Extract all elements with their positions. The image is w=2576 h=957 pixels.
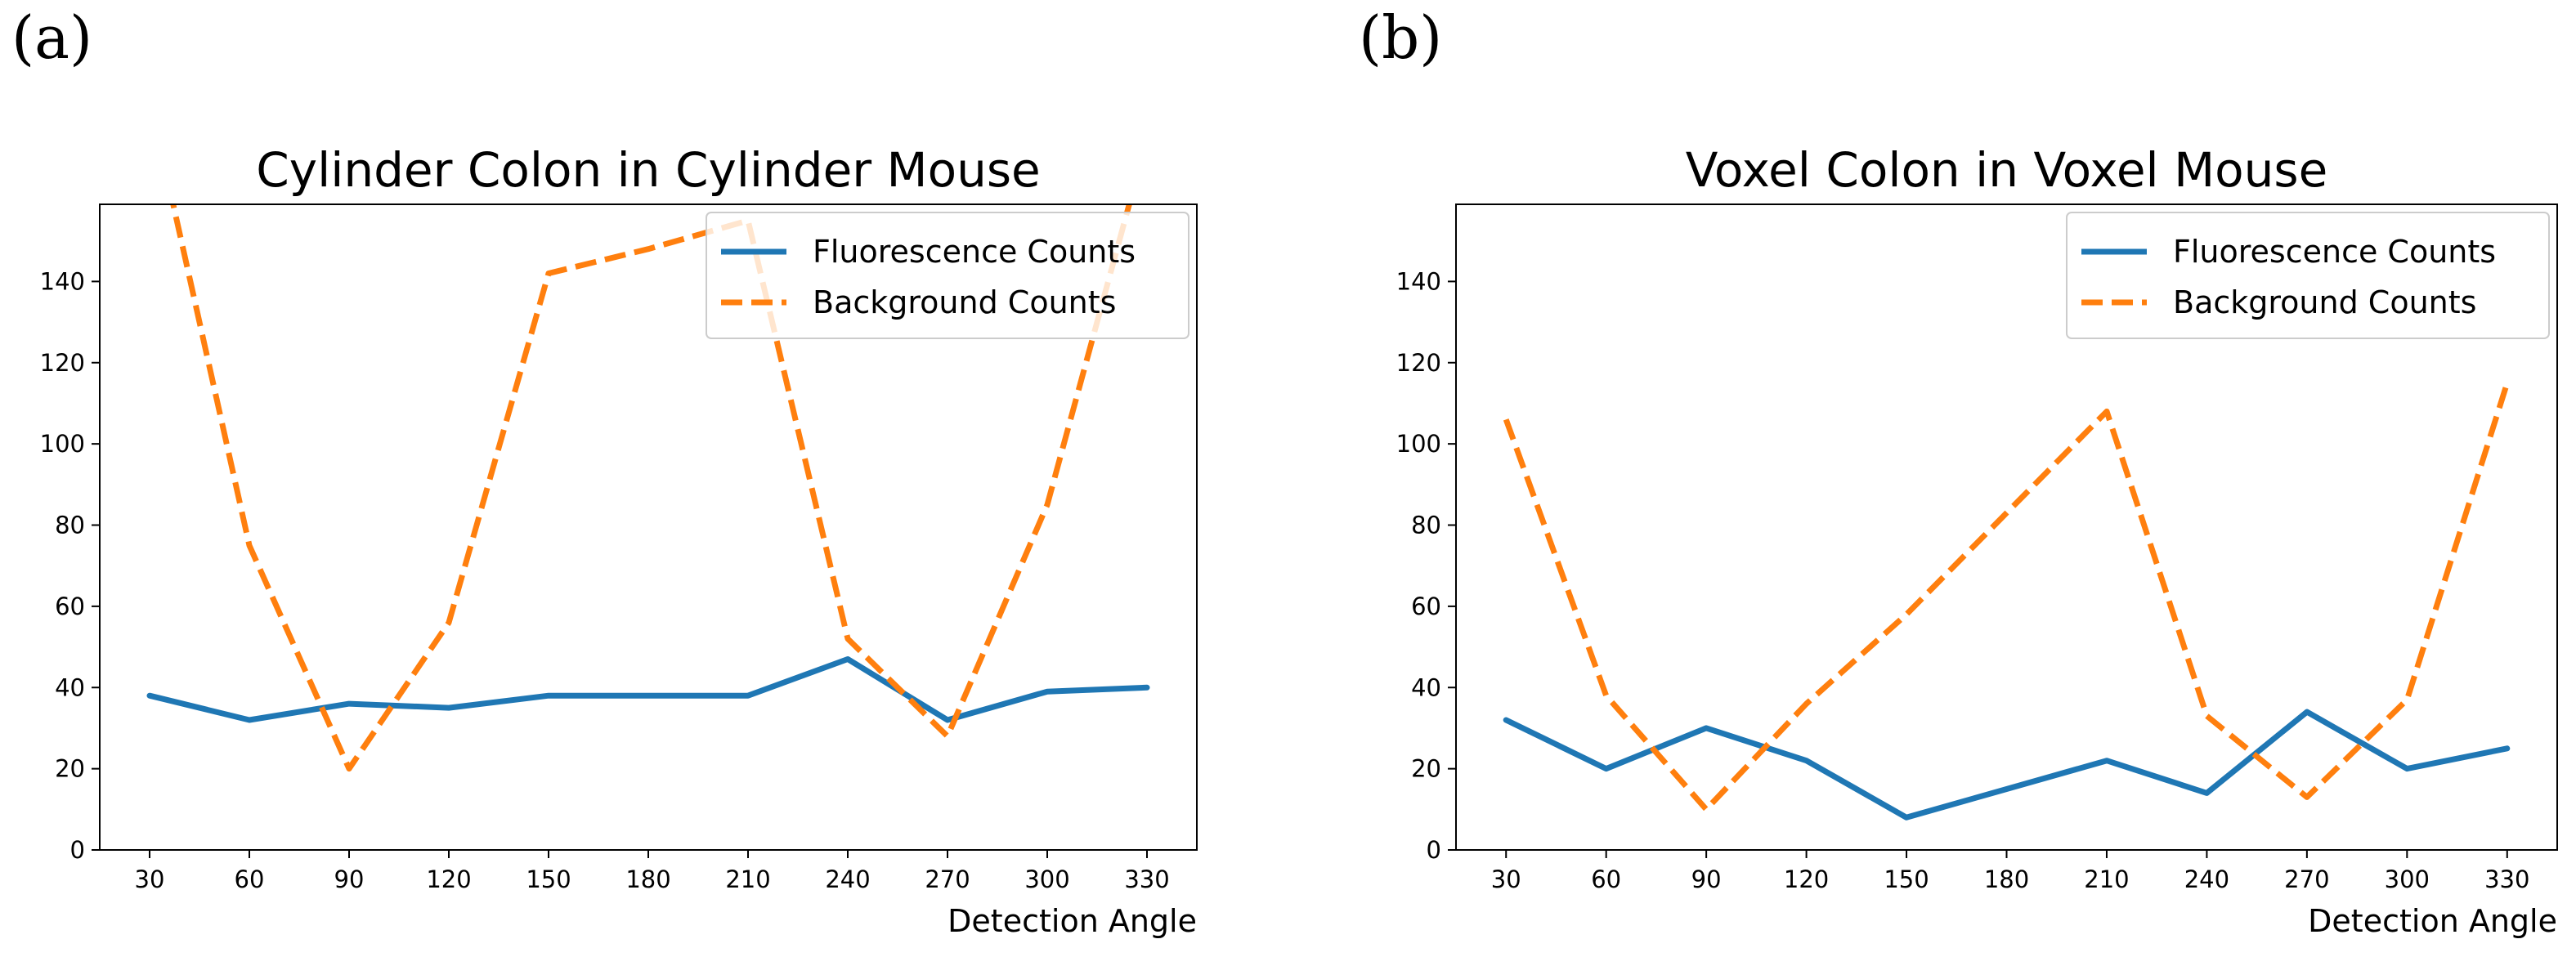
legend-box [706,212,1189,339]
y-tick-label: 80 [55,512,85,539]
x-tick-label: 330 [1124,865,1169,893]
y-tick-label: 100 [1396,430,1441,458]
x-tick-label: 120 [1784,865,1829,893]
y-tick-label: 20 [55,755,85,783]
y-tick-label: 120 [1396,349,1441,377]
x-tick-label: 120 [426,865,471,893]
x-tick-label: 210 [725,865,770,893]
y-tick-label: 60 [55,593,85,620]
x-tick-label: 180 [625,865,670,893]
x-tick-label: 150 [1884,865,1929,893]
chart-2: Voxel Colon in Voxel Mouse 30 60 90 120 150 18… [1396,142,2558,939]
y-tick-label: 100 [40,430,85,458]
y-tick-label: 0 [70,836,85,864]
chart-title: Cylinder Colon in Cylinder Mouse [256,142,1040,198]
legend-label: Background Counts [813,284,1116,320]
legend: Fluorescence Counts Background Counts [706,212,1189,339]
series-line-background [1503,382,2511,812]
series-line-fluorescence [146,656,1150,723]
series-group [146,204,1150,772]
x-tick-label: 270 [925,865,970,893]
x-tick-label: 330 [2484,865,2529,893]
y-tick-label: 140 [40,267,85,295]
y-tick-label: 40 [55,673,85,701]
x-tick-label: 300 [2385,865,2430,893]
series-line-fluorescence [1503,709,2511,821]
legend: Fluorescence Counts Background Counts [2066,212,2550,339]
x-tick-label: 180 [1984,865,2029,893]
y-tick-label: 140 [1396,267,1441,295]
x-tick-label: 240 [825,865,870,893]
panel-label-a: (a) [11,3,93,72]
series-group [1503,382,2511,821]
y-tick-label: 0 [1427,836,1441,864]
x-tick-label: 300 [1024,865,1069,893]
x-tick-label: 240 [2184,865,2229,893]
x-axis-label: Detection Angle [948,903,1197,939]
legend-box [2066,212,2550,339]
x-tick-label: 90 [334,865,365,893]
chart-1: Cylinder Colon in Cylinder Mouse 30 60 90 12… [40,142,1198,939]
y-tick-label: 80 [1411,512,1441,539]
x-tick-label: 60 [1591,865,1621,893]
x-tick-label: 150 [526,865,571,893]
x-tick-label: 90 [1691,865,1722,893]
panel-label-b: (b) [1359,3,1443,72]
x-tick-label: 210 [2084,865,2129,893]
x-tick-label: 30 [1491,865,1521,893]
legend-label: Fluorescence Counts [813,234,1136,270]
legend-label: Fluorescence Counts [2173,234,2496,270]
x-tick-label: 30 [135,865,165,893]
legend-label: Background Counts [2173,284,2476,320]
y-tick-label: 20 [1411,755,1441,783]
chart-title: Voxel Colon in Voxel Mouse [1686,142,2328,198]
y-tick-label: 60 [1411,593,1441,620]
x-tick-label: 270 [2284,865,2329,893]
series-line-background [170,204,1132,772]
x-tick-label: 60 [235,865,265,893]
y-tick-label: 120 [40,349,85,377]
x-axis-label: Detection Angle [2308,903,2557,939]
y-tick-label: 40 [1411,673,1441,701]
